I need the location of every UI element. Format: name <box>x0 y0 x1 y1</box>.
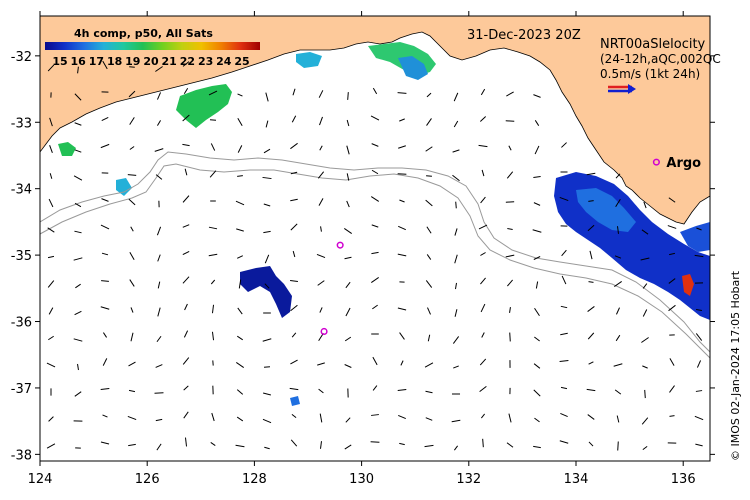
colorbar-tick: 24 <box>216 55 232 68</box>
velocity-arrow <box>456 202 457 209</box>
velocity-arrow <box>618 442 619 451</box>
colorbar-tick: 15 <box>52 55 67 68</box>
lat-tick-label: -32 <box>11 50 32 65</box>
colorbar-tick: 19 <box>125 55 140 68</box>
colorbar-tick: 20 <box>143 55 159 68</box>
colorbar-title: 4h comp, p50, All Sats <box>74 27 213 40</box>
lat-tick-label: -36 <box>11 316 32 331</box>
velocity-arrow <box>426 176 432 177</box>
colorbar-ramp <box>45 42 260 50</box>
product-label-a: NRT00aSlelocity <box>600 37 706 52</box>
lat-tick-label: -38 <box>11 448 32 463</box>
lon-tick-label: 124 <box>28 472 53 487</box>
velocity-arrow <box>264 367 270 368</box>
argo-label: Argo <box>666 156 701 171</box>
velocity-arrow <box>645 390 646 398</box>
velocity-arrow <box>371 442 380 443</box>
lon-tick-label: 126 <box>135 472 160 487</box>
lon-tick-label: 130 <box>349 472 374 487</box>
colorbar-tick: 17 <box>89 55 104 68</box>
date-label: 31-Dec-2023 20Z <box>467 28 581 43</box>
colorbar-tick: 25 <box>234 55 249 68</box>
lat-tick-label: -34 <box>11 183 32 198</box>
product-label-b: (24-12h,aQC,002QC <box>600 52 721 66</box>
lat-tick-label: -37 <box>11 382 32 397</box>
lon-tick-label: 134 <box>564 472 589 487</box>
credit-label: © IMOS 02-Jan-2024 17:05 Hobart <box>729 270 742 461</box>
lon-tick-label: 132 <box>456 472 481 487</box>
velocity-arrow <box>348 92 349 100</box>
scale-label: 0.5m/s (1kt 24h) <box>600 67 700 81</box>
colorbar-tick: 16 <box>71 55 87 68</box>
lat-tick-label: -33 <box>11 116 32 131</box>
colorbar-tick: 23 <box>198 55 213 68</box>
lon-tick-label: 128 <box>242 472 267 487</box>
lat-tick-label: -35 <box>11 249 32 264</box>
velocity-arrow <box>483 439 484 447</box>
colorbar-tick: 22 <box>180 55 195 68</box>
lon-tick-label: 136 <box>671 472 696 487</box>
colorbar-tick: 18 <box>107 55 122 68</box>
colorbar-tick: 21 <box>162 55 177 68</box>
velocity-arrow <box>210 120 216 121</box>
velocity-arrow <box>510 333 511 342</box>
